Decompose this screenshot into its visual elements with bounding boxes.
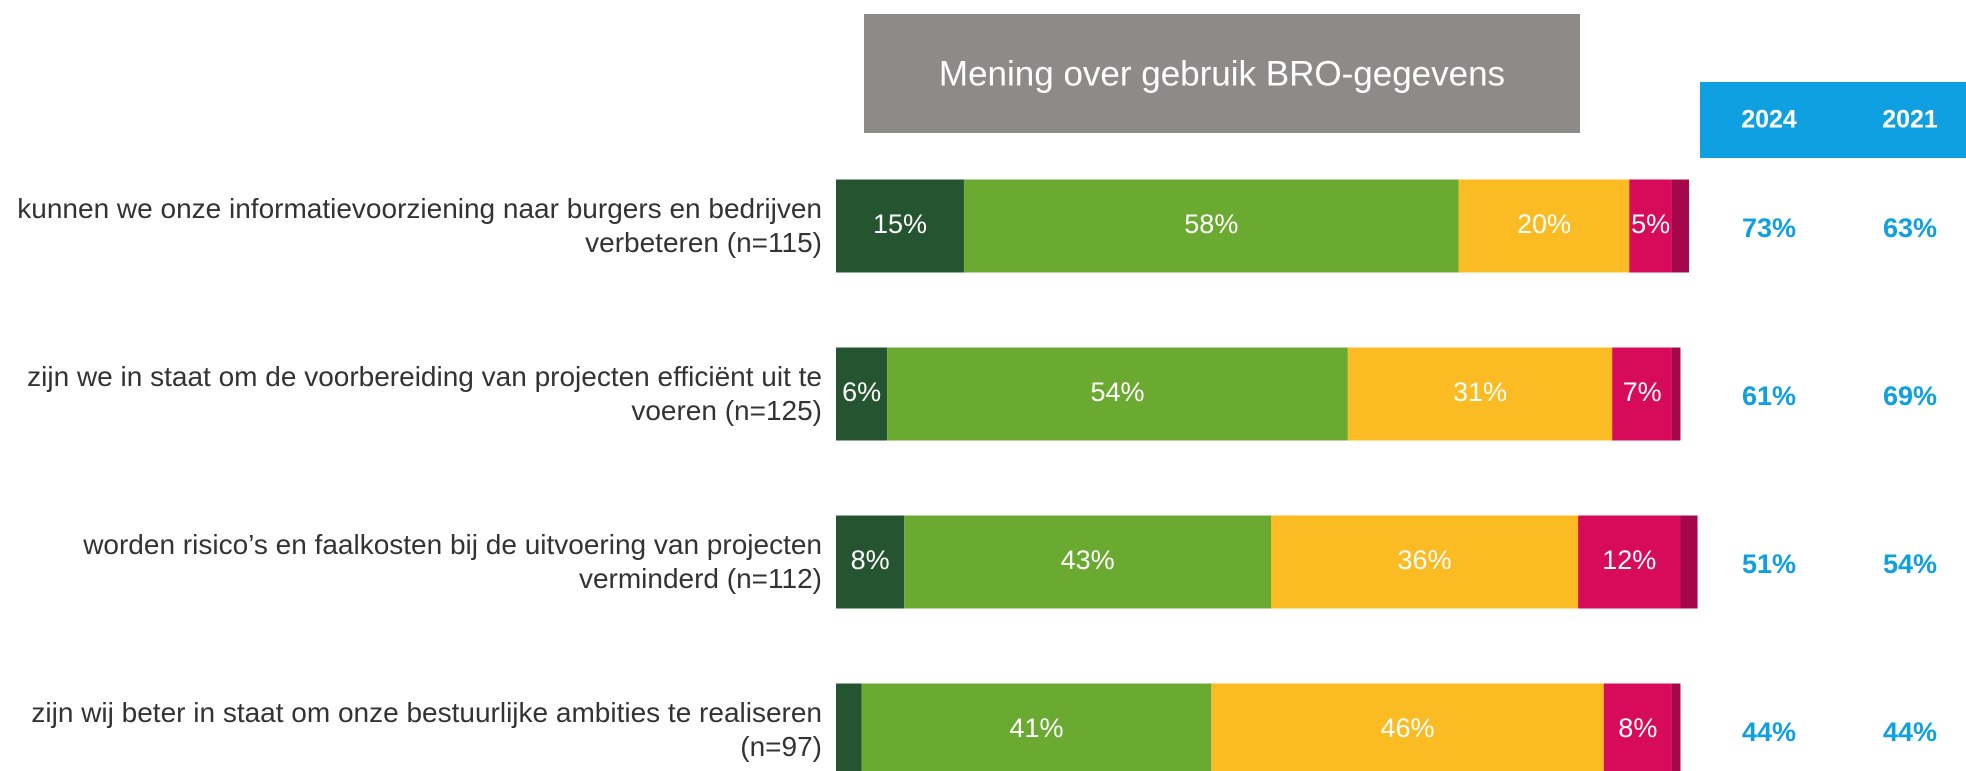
bar-segment [1347, 347, 1613, 441]
title-box [864, 14, 1580, 133]
data-label: 7% [1623, 377, 1662, 407]
data-label: 8% [1618, 713, 1657, 743]
bar-segment [1671, 347, 1681, 441]
bar-segment [1458, 179, 1630, 273]
data-label: 41% [1009, 713, 1063, 743]
data-label: 36% [1398, 545, 1452, 575]
bar-segment [836, 515, 905, 609]
column-value: 73% [1742, 213, 1796, 243]
column-value: 63% [1883, 213, 1937, 243]
column-header-box [1700, 82, 1966, 158]
data-label: 6% [842, 377, 881, 407]
data-label: 12% [1602, 545, 1656, 575]
bar-segment [836, 179, 964, 273]
category-label: kunnen we onze informatievoorziening naa… [17, 193, 822, 258]
bar-segment [1629, 179, 1672, 273]
column-value: 51% [1742, 549, 1796, 579]
bar-segment [1578, 515, 1681, 609]
data-label: 20% [1517, 209, 1571, 239]
column-value: 69% [1883, 381, 1937, 411]
column-value: 44% [1742, 717, 1796, 747]
bar-segment [904, 515, 1272, 609]
data-label: 58% [1184, 209, 1238, 239]
column-header: 2024 [1741, 106, 1797, 134]
bar-segment [1671, 179, 1689, 273]
column-value: 54% [1883, 549, 1937, 579]
data-label: 5% [1631, 209, 1670, 239]
column-header: 2021 [1882, 106, 1938, 134]
column-value: 44% [1883, 717, 1937, 747]
data-label: 46% [1380, 713, 1434, 743]
bar-segment [1211, 683, 1604, 771]
data-label: 15% [873, 209, 927, 239]
bar-segment [1603, 683, 1672, 771]
data-label: 43% [1061, 545, 1115, 575]
bar-segment [836, 683, 862, 771]
bar-segment [963, 179, 1459, 273]
category-label: zijn wij beter in staat om onze bestuurl… [31, 697, 822, 762]
bar-segment [1671, 683, 1681, 771]
bar-segment [887, 347, 1348, 441]
data-label: 54% [1090, 377, 1144, 407]
bar-segment [861, 683, 1212, 771]
data-label: 8% [851, 545, 890, 575]
bar-segment [1612, 347, 1672, 441]
data-label: 31% [1453, 377, 1507, 407]
chart-title: Mening over gebruik BRO-gegevens [939, 54, 1505, 93]
bar-segment [1271, 515, 1579, 609]
category-label: zijn we in staat om de voorbereiding van… [27, 361, 822, 426]
category-label: worden risico’s en faalkosten bij de uit… [83, 529, 822, 594]
bar-segment [1680, 515, 1698, 609]
column-value: 61% [1742, 381, 1796, 411]
bar-segment [836, 347, 888, 441]
